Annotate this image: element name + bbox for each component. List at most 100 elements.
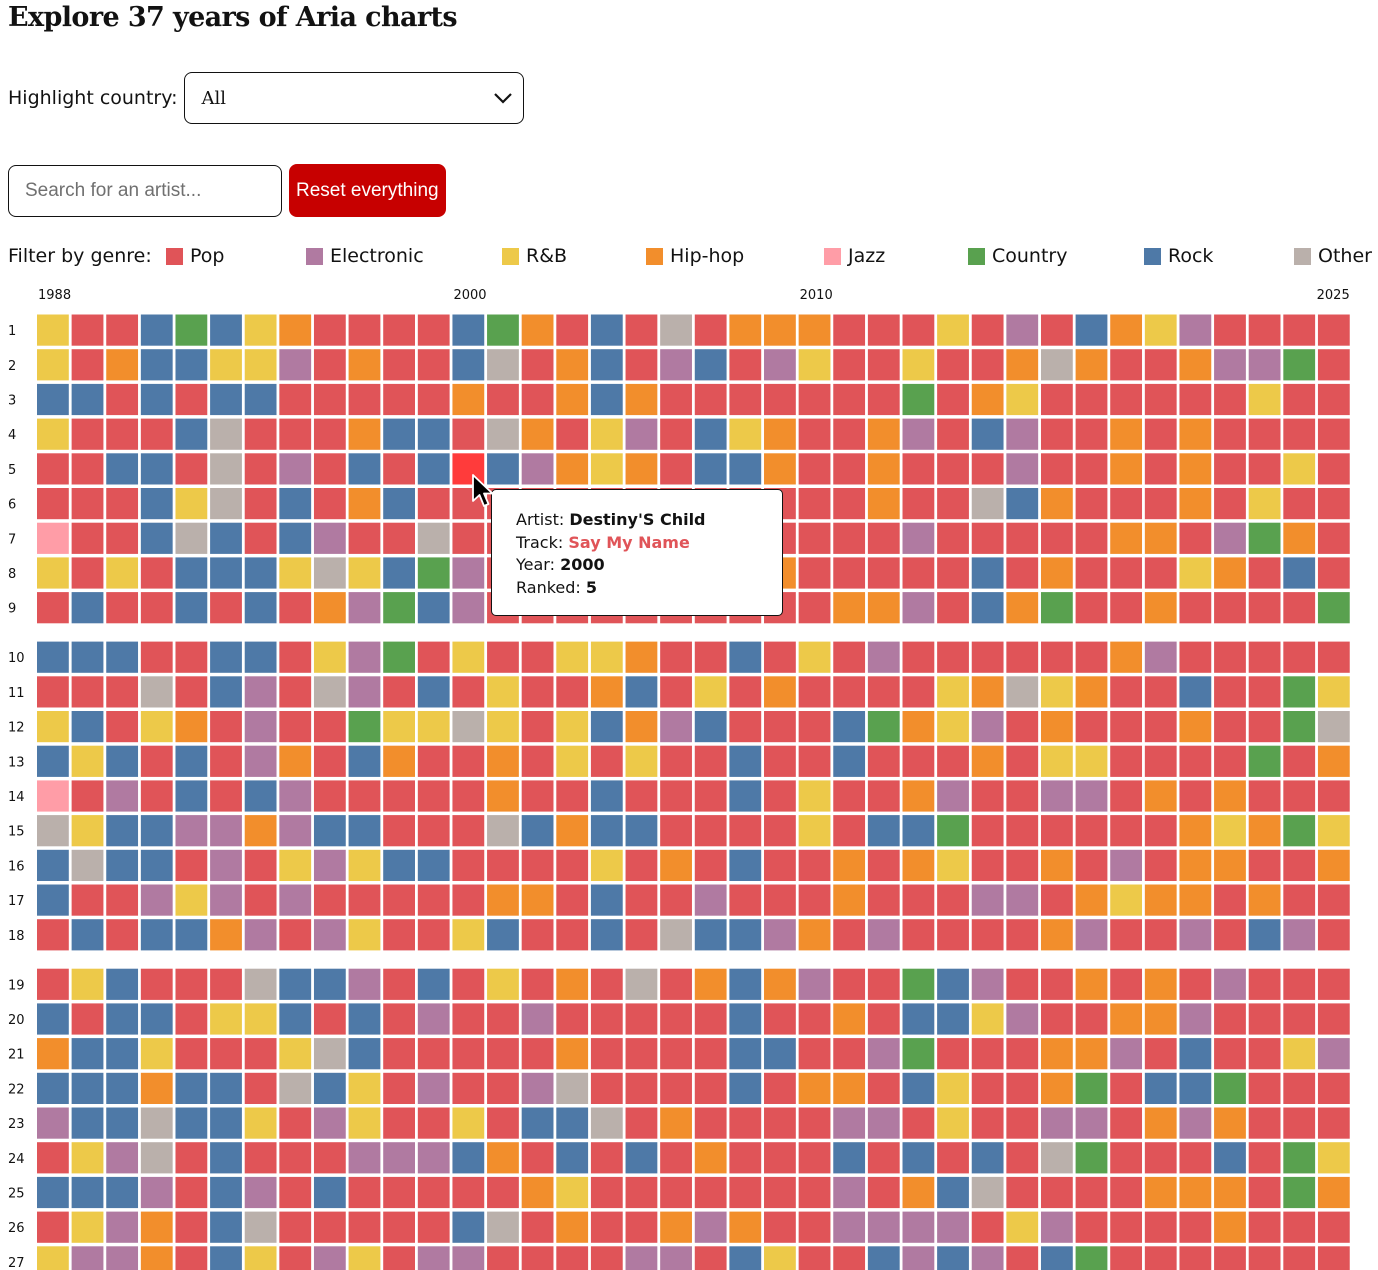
chart-cell[interactable]	[1283, 1176, 1316, 1209]
chart-cell[interactable]	[383, 557, 415, 589]
chart-cell[interactable]	[971, 488, 1004, 520]
chart-cell[interactable]	[106, 1176, 139, 1209]
chart-cell[interactable]	[1214, 849, 1246, 881]
chart-cell[interactable]	[937, 1072, 969, 1104]
chart-cell[interactable]	[210, 968, 242, 1000]
chart-cell[interactable]	[764, 1003, 796, 1035]
chart-cell[interactable]	[1110, 1003, 1143, 1035]
chart-cell[interactable]	[1040, 1211, 1073, 1243]
chart-cell[interactable]	[313, 815, 346, 847]
chart-cell[interactable]	[37, 1072, 69, 1104]
chart-cell[interactable]	[106, 968, 139, 1000]
chart-cell[interactable]	[867, 522, 900, 554]
chart-cell[interactable]	[867, 849, 900, 881]
chart-cell[interactable]	[764, 418, 796, 450]
chart-cell[interactable]	[1040, 711, 1073, 743]
chart-cell[interactable]	[106, 488, 139, 520]
chart-cell[interactable]	[521, 418, 554, 450]
chart-cell[interactable]	[937, 919, 969, 951]
chart-cell[interactable]	[971, 1246, 1004, 1270]
chart-cell[interactable]	[625, 815, 658, 847]
chart-cell[interactable]	[1179, 314, 1212, 346]
chart-cell[interactable]	[279, 1211, 312, 1243]
chart-cell[interactable]	[244, 1038, 277, 1070]
chart-cell[interactable]	[106, 1038, 139, 1070]
chart-cell[interactable]	[867, 919, 900, 951]
chart-cell[interactable]	[313, 1211, 346, 1243]
chart-cell[interactable]	[867, 349, 900, 381]
genre-rock[interactable]: Rock	[1144, 243, 1213, 269]
chart-cell[interactable]	[210, 711, 242, 743]
chart-cell[interactable]	[1283, 557, 1316, 589]
chart-cell[interactable]	[625, 1072, 658, 1104]
chart-cell[interactable]	[798, 592, 831, 624]
chart-cell[interactable]	[1248, 488, 1281, 520]
chart-cell[interactable]	[1006, 849, 1039, 881]
chart-cell[interactable]	[487, 1003, 519, 1035]
chart-cell[interactable]	[1179, 745, 1212, 777]
chart-cell[interactable]	[244, 488, 277, 520]
chart-cell[interactable]	[660, 383, 692, 416]
chart-cell[interactable]	[383, 383, 415, 416]
chart-cell[interactable]	[798, 919, 831, 951]
chart-cell[interactable]	[694, 1211, 727, 1243]
chart-cell[interactable]	[902, 522, 935, 554]
chart-cell[interactable]	[764, 815, 796, 847]
chart-cell[interactable]	[1179, 780, 1212, 812]
chart-cell[interactable]	[383, 780, 415, 812]
chart-cell[interactable]	[244, 676, 277, 708]
chart-cell[interactable]	[1214, 349, 1246, 381]
chart-cell[interactable]	[175, 1072, 208, 1104]
chart-cell[interactable]	[694, 780, 727, 812]
chart-cell[interactable]	[798, 780, 831, 812]
chart-cell[interactable]	[71, 557, 104, 589]
chart-cell[interactable]	[867, 557, 900, 589]
chart-cell[interactable]	[313, 1142, 346, 1174]
chart-cell[interactable]	[556, 1107, 589, 1139]
chart-cell[interactable]	[452, 1246, 485, 1270]
chart-cell[interactable]	[175, 522, 208, 554]
chart-cell[interactable]	[937, 592, 969, 624]
chart-cell[interactable]	[521, 1038, 554, 1070]
chart-cell[interactable]	[175, 1142, 208, 1174]
chart-cell[interactable]	[71, 1246, 104, 1270]
chart-cell[interactable]	[660, 1142, 692, 1174]
chart-cell[interactable]	[1006, 745, 1039, 777]
chart-cell[interactable]	[590, 1072, 623, 1104]
chart-cell[interactable]	[625, 711, 658, 743]
chart-cell[interactable]	[1040, 919, 1073, 951]
chart-cell[interactable]	[798, 745, 831, 777]
chart-cell[interactable]	[487, 780, 519, 812]
chart-cell[interactable]	[521, 314, 554, 346]
chart-cell[interactable]	[1283, 884, 1316, 916]
chart-cell[interactable]	[417, 314, 450, 346]
chart-cell[interactable]	[348, 745, 381, 777]
chart-cell[interactable]	[210, 1072, 242, 1104]
chart-cell[interactable]	[867, 1246, 900, 1270]
chart-cell[interactable]	[71, 1107, 104, 1139]
chart-cell[interactable]	[1006, 1176, 1039, 1209]
chart-cell[interactable]	[175, 849, 208, 881]
chart-cell[interactable]	[1248, 1176, 1281, 1209]
chart-cell[interactable]	[833, 383, 866, 416]
chart-cell[interactable]	[1283, 849, 1316, 881]
chart-cell[interactable]	[452, 592, 485, 624]
chart-cell[interactable]	[729, 1176, 762, 1209]
chart-cell[interactable]	[1317, 557, 1350, 589]
chart-cell[interactable]	[937, 1246, 969, 1270]
chart-cell[interactable]	[798, 1107, 831, 1139]
chart-cell[interactable]	[348, 1176, 381, 1209]
chart-cell[interactable]	[244, 1107, 277, 1139]
chart-cell[interactable]	[1317, 780, 1350, 812]
chart-cell[interactable]	[1317, 349, 1350, 381]
chart-cell[interactable]	[210, 314, 242, 346]
chart-cell[interactable]	[937, 1211, 969, 1243]
chart-cell[interactable]	[279, 557, 312, 589]
chart-cell[interactable]	[1110, 745, 1143, 777]
chart-cell[interactable]	[1214, 1211, 1246, 1243]
chart-cell[interactable]	[487, 968, 519, 1000]
chart-cell[interactable]	[1075, 522, 1108, 554]
chart-cell[interactable]	[867, 711, 900, 743]
chart-cell[interactable]	[417, 557, 450, 589]
chart-cell[interactable]	[106, 884, 139, 916]
